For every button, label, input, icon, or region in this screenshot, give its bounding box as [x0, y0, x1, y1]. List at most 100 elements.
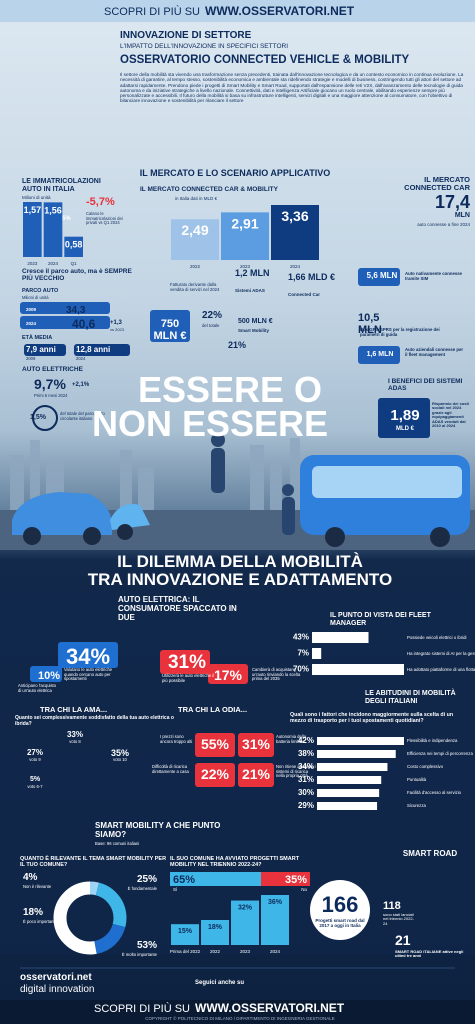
badge	[238, 733, 274, 757]
bar	[317, 776, 382, 784]
services-revenue-value: 750 MLN €	[153, 318, 187, 343]
value-label: 29%	[298, 801, 314, 810]
header-top-banner-site: WWW.OSSERVATORI.NET	[205, 4, 355, 18]
services-revenue-share: 22%	[202, 310, 223, 321]
value-label: 42%	[298, 736, 314, 745]
services-box-value: 10,5 MLN	[358, 312, 383, 337]
ev-b-value: 10%	[37, 670, 61, 682]
category-label: È poco importante	[23, 919, 58, 924]
fleet-park-value-a: 34,3	[66, 305, 86, 316]
badge	[378, 398, 430, 438]
hate-c-label: Difficoltà di ricarica direttamente a ca…	[152, 764, 189, 774]
bar	[317, 802, 378, 810]
connected-note: auto connesse a fine 2024	[417, 222, 470, 227]
registrations-change-note: Calano le immatricolazioni dei privati v…	[86, 211, 124, 226]
headline-line1: ESSERE O	[137, 369, 323, 410]
fleet-park-age-b-year: 2024	[76, 356, 86, 361]
badge	[358, 268, 400, 286]
hate-title: TRA CHI LA ODIA...	[178, 705, 248, 714]
bar	[317, 737, 404, 745]
value-label: 7%	[297, 649, 309, 658]
badge	[195, 763, 235, 787]
value-label: 36%	[268, 899, 283, 906]
services-adas-value: 1,2 MLN	[235, 268, 270, 278]
header-section: INNOVAZIONE DI SETTORE	[120, 30, 252, 41]
fleet-park-change-vs: vs 2023	[110, 327, 125, 332]
registrations-change: -5,7%	[86, 196, 115, 208]
market-section-title: IL MERCATO E LO SCENARIO APPLICATIVO	[139, 168, 331, 178]
badge	[238, 763, 274, 787]
ev-b-label: Anticipano l'acquisto di un'auto elettri…	[18, 683, 58, 693]
header-top-banner-lead: SCOPRI DI PIÙ SU	[104, 6, 200, 18]
value-label: 1,56	[44, 205, 62, 215]
hate-a-value: 55%	[200, 736, 230, 752]
value-label: 35%	[285, 874, 307, 886]
badge	[58, 642, 118, 668]
market-chart: 2,49 2022 2,91 2023 3,36 2024	[171, 205, 319, 269]
bar	[317, 789, 380, 797]
badge	[20, 302, 110, 314]
hate-c-value: 22%	[200, 766, 230, 782]
projects-chart: 15% Prima del 2022 18% 2022 32% 2023 36% 2024	[170, 895, 289, 954]
smart-title: SMART MOBILITY A CHE PUNTO SIAMO?	[95, 821, 223, 839]
love-a-value: 33%	[66, 730, 83, 739]
category-label: Q1	[71, 261, 78, 266]
header-intro: Il settore della mobilità sta vivendo un…	[120, 72, 465, 104]
ev-a-label: Valutano le auto elettriche quando cerca…	[64, 667, 114, 682]
services-sm-share: 21%	[228, 340, 247, 350]
people-illustration	[211, 433, 295, 535]
value-label: 18%	[23, 907, 43, 918]
bar	[317, 750, 396, 758]
value-label: 4%	[23, 872, 38, 883]
connected-title: IL MERCATO CONNECTED CAR	[404, 175, 473, 193]
electric-note: Primi 6 mesi 2024	[34, 393, 68, 398]
badge	[74, 344, 130, 356]
electric-share: 1,5%	[30, 414, 46, 421]
benefits-unit: MLD €	[396, 426, 414, 432]
love-d-value: 5%	[29, 776, 41, 783]
fleet-manager-title: IL PUNTO DI VISTA DEI FLEET MANAGER	[330, 612, 433, 627]
ev-a-value: 34%	[65, 644, 111, 669]
category-label: Ha adottato piattaforme di una flotta co…	[407, 667, 475, 672]
category-label: 2022	[210, 949, 221, 954]
category-label: È molto importante	[122, 952, 158, 957]
value-label: 3,36	[281, 208, 308, 224]
smart-sub: Base: 96 comuni italiani	[95, 841, 140, 846]
love-title: TRA CHI LA AMA...	[40, 705, 108, 714]
market-unit: in Italia dati in MLD €	[175, 196, 218, 201]
love-question: Quanto sei complessivamente soddisfatto …	[15, 715, 176, 727]
value-label: 31%	[298, 775, 314, 784]
category-label: Costo complessivo	[407, 764, 444, 769]
roads-launched: 118	[383, 900, 401, 912]
fleet-park-year-b: 2024	[26, 321, 37, 326]
ev-title: AUTO ELETTRICA: IL CONSUMATORE SPACCATO …	[118, 595, 240, 622]
category-label: 2024	[290, 264, 301, 269]
connected-value: 17,4	[434, 192, 470, 212]
roads-active-label: SMART ROAD ITALIANE attive negli ultimi …	[395, 949, 465, 959]
services-cc-label: Connected Car	[288, 292, 321, 297]
bottom-banner-bg	[0, 1000, 475, 1024]
badge	[310, 880, 370, 940]
donut-segment	[53, 881, 127, 955]
footer-follow: Seguici anche su	[195, 980, 245, 986]
fleet-park-unit: Milioni di unità	[22, 295, 49, 300]
category-label: Ha integrato sistemi di AI per la gestio…	[407, 651, 475, 656]
header-title: OSSERVATORIO CONNECTED VEHICLE & MOBILIT…	[120, 54, 410, 66]
registrations-title: LE IMMATRICOLAZIONI AUTO IN ITALIA	[22, 178, 103, 193]
value-label: 25%	[137, 874, 157, 885]
love-a-label: voto 8	[69, 739, 81, 744]
value-label: 0,58	[65, 240, 83, 250]
ev-c-label: Utilizzerà le auto elettriche il più pos…	[162, 673, 216, 683]
electric-share-note: del totale del parco auto circolante ita…	[60, 411, 106, 421]
value-label: 38%	[298, 749, 314, 758]
donut-segment	[53, 881, 127, 955]
badge	[160, 650, 210, 674]
category-label: No	[301, 887, 307, 892]
fleet-park-age-title: ETÀ MEDIA	[22, 335, 53, 341]
badge	[24, 344, 66, 356]
fleet-park-title: Cresce il parco auto, ma è SEMPRE PIÙ VE…	[22, 268, 134, 283]
car-illustration	[12, 492, 150, 545]
love-c-label: voto 10	[113, 757, 127, 762]
roads-total-label: Progetti smart road dal 2017 a oggi in I…	[315, 918, 366, 929]
